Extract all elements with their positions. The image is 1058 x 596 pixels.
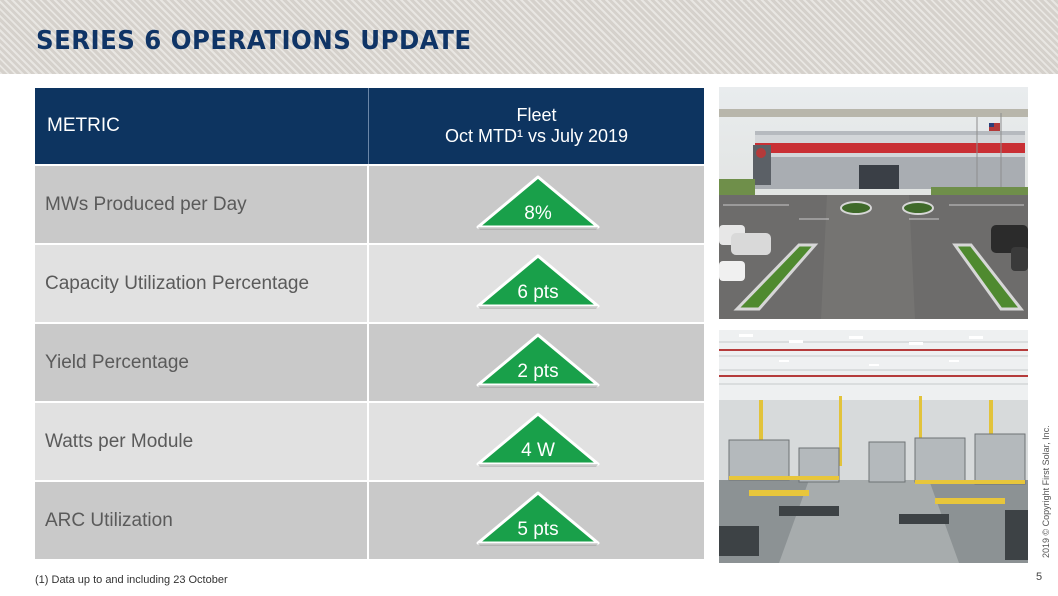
change-value: 5 pts (517, 519, 559, 540)
metric-label: ARC Utilization (35, 482, 369, 559)
change-value: 8% (524, 203, 552, 224)
table-row: Yield Percentage 2 pts (35, 322, 704, 401)
header-band (0, 0, 1058, 74)
column-header-fleet: Fleet Oct MTD¹ vs July 2019 (369, 88, 704, 164)
page-number: 5 (1036, 571, 1043, 583)
table-row: ARC Utilization 5 pts (35, 480, 704, 559)
up-arrow-icon (476, 491, 600, 546)
up-arrow-icon (476, 175, 600, 230)
metrics-table: METRIC Fleet Oct MTD¹ vs July 2019 MWs P… (35, 88, 704, 559)
table-row: MWs Produced per Day 8% (35, 164, 704, 243)
column-header-metric: METRIC (35, 88, 369, 164)
metric-label: Watts per Module (35, 403, 369, 480)
metric-change: 8% (369, 166, 704, 243)
up-arrow-icon (476, 412, 600, 467)
page-title: SERIES 6 OPERATIONS UPDATE (36, 26, 472, 56)
metric-label: MWs Produced per Day (35, 166, 369, 243)
metric-label: Yield Percentage (35, 324, 369, 401)
metric-label: Capacity Utilization Percentage (35, 245, 369, 322)
change-value: 6 pts (517, 282, 559, 303)
table-row: Capacity Utilization Percentage 6 pts (35, 243, 704, 322)
footnote: (1) Data up to and including 23 October (35, 574, 228, 586)
column-header-fleet-title: Fleet (516, 105, 557, 125)
factory-interior-photo (719, 330, 1028, 563)
column-header-fleet-period: Oct MTD¹ vs July 2019 (444, 126, 629, 146)
metric-change: 6 pts (369, 245, 704, 322)
metric-change: 2 pts (369, 324, 704, 401)
factory-exterior-photo (719, 87, 1028, 319)
up-arrow-icon (476, 254, 600, 309)
table-row: Watts per Module 4 W (35, 401, 704, 480)
copyright-notice: 2019 © Copyright First Solar, Inc. (1041, 425, 1051, 558)
change-value: 4 W (521, 440, 555, 461)
change-value: 2 pts (517, 361, 559, 382)
table-header: METRIC Fleet Oct MTD¹ vs July 2019 (35, 88, 704, 164)
metric-change: 5 pts (369, 482, 704, 559)
metric-change: 4 W (369, 403, 704, 480)
up-arrow-icon (476, 333, 600, 388)
